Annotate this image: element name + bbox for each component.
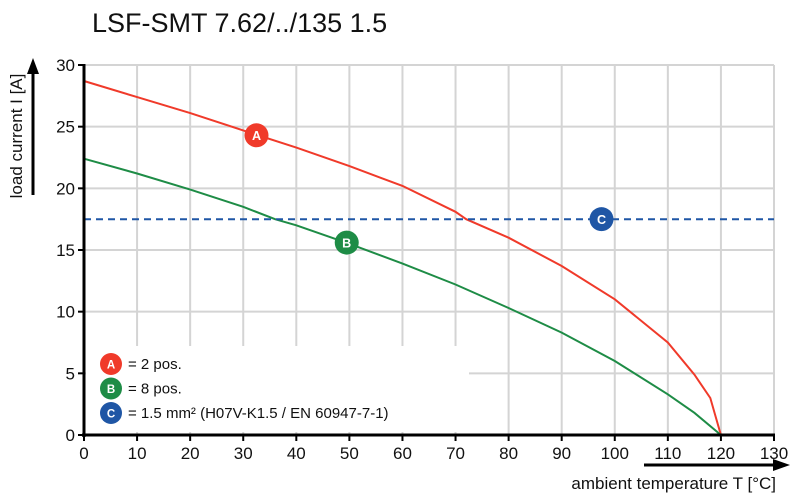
y-tick-label: 25 <box>56 118 75 137</box>
curve-marker-B: B <box>334 230 359 255</box>
legend-marker-A-circle <box>100 353 122 375</box>
x-tick-label: 50 <box>340 444 359 463</box>
curve-marker-A-letter: A <box>252 129 261 143</box>
x-tick-label: 60 <box>393 444 412 463</box>
x-tick-label: 70 <box>446 444 465 463</box>
legend-text-C: = 1.5 mm² (H07V-K1.5 / EN 60947-7-1) <box>128 405 389 422</box>
legend-text-A: = 2 pos. <box>128 356 182 373</box>
x-axis-label: ambient temperature T [°C] <box>571 474 776 493</box>
x-tick-label: 10 <box>128 444 147 463</box>
x-tick-label: 40 <box>287 444 306 463</box>
chart-title: LSF-SMT 7.62/../135 1.5 <box>92 8 388 38</box>
y-tick-label: 20 <box>56 179 75 198</box>
legend-marker-A-letter: A <box>107 359 116 371</box>
legend-background <box>86 346 469 432</box>
x-tick-label: 120 <box>707 444 735 463</box>
y-tick-label: 30 <box>56 56 75 75</box>
x-tick-label: 90 <box>552 444 571 463</box>
curve-marker-B-circle <box>334 230 359 255</box>
y-axis-label: load current I [A] <box>7 74 26 199</box>
x-tick-label: 130 <box>760 444 788 463</box>
series-line-B <box>83 157 722 436</box>
legend-marker-B-letter: B <box>107 384 115 396</box>
y-tick-label: 15 <box>56 241 75 260</box>
x-tick-label: 30 <box>234 444 253 463</box>
y-axis-arrowhead <box>27 58 39 74</box>
series-line-A <box>83 80 722 436</box>
y-tick-label: 0 <box>66 426 75 445</box>
curve-marker-C-circle <box>589 207 614 232</box>
x-axis-arrowhead <box>773 459 790 471</box>
legend-marker-C-circle <box>100 402 122 424</box>
legend-marker-C: C <box>100 402 122 424</box>
legend-marker-A: A <box>100 353 122 375</box>
y-tick-label: 10 <box>56 303 75 322</box>
legend-text-B: = 8 pos. <box>128 381 182 398</box>
x-tick-label: 110 <box>654 444 681 463</box>
legend-marker-B-circle <box>100 377 122 400</box>
curve-marker-C-letter: C <box>597 213 606 227</box>
y-tick-label: 5 <box>66 364 75 383</box>
x-tick-label: 20 <box>181 444 200 463</box>
curve-marker-C: C <box>589 207 614 232</box>
x-tick-label: 100 <box>601 444 629 463</box>
x-tick-label: 0 <box>79 444 88 463</box>
curve-marker-A: A <box>244 123 269 148</box>
curve-marker-B-letter: B <box>342 236 351 250</box>
x-tick-label: 80 <box>499 444 518 463</box>
legend-marker-B: B <box>100 377 122 400</box>
curve-marker-A-circle <box>244 123 269 148</box>
legend-marker-C-letter: C <box>107 408 116 420</box>
